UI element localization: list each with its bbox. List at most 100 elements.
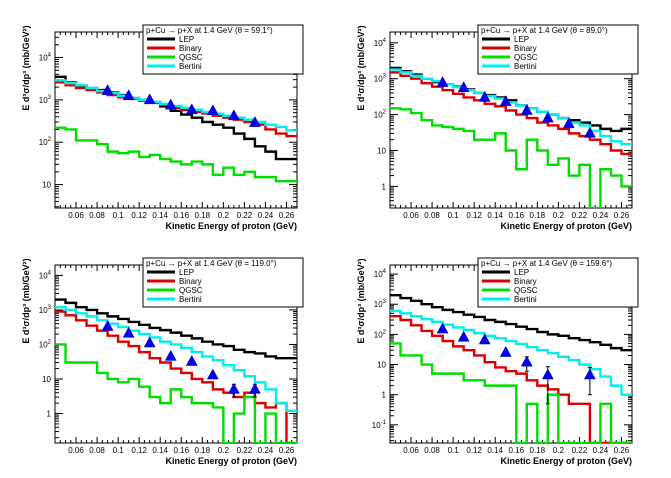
y-tick-label: 10 [377,361,386,370]
x-tick-label: 0.26 [614,446,630,455]
y-tick-label: 10 [42,375,51,384]
data-point [499,346,512,357]
x-tick-label: 0.14 [487,211,503,220]
legend-entry-binary: Binary [514,277,537,286]
legend-entry-binary: Binary [179,277,202,286]
x-tick-label: 0.24 [258,446,274,455]
x-tick-label: 0.26 [614,211,630,220]
data-point [478,333,491,345]
y-tick-label: 10 [377,146,386,155]
x-tick-label: 0.1 [113,211,125,220]
x-tick-label: 0.16 [173,446,189,455]
legend-entry-qgsc: QGSC [514,53,538,62]
series-group [55,75,297,183]
x-tick-label: 0.14 [152,446,168,455]
chart-panel-3: 0.06 0.08 0.1 0.12 0.14 0.16 0.18 0.2 0.22 0.24 0.… [21,257,304,466]
x-tick-label: 0.08 [89,211,105,220]
data-point [541,111,554,123]
legend: p+Cu → p+X at 1.4 GeV (θ = 119.0°)LEPBin… [142,257,304,308]
legend: p+Cu → p+X at 1.4 GeV (θ = 159.6°)LEPBin… [477,257,639,308]
data-point [206,104,219,116]
x-tick-label: 0.06 [68,211,84,220]
x-tick-label: 0.22 [237,211,253,220]
data-point [248,382,261,394]
legend-entry-bertini: Bertini [179,62,202,71]
legend: p+Cu → p+X at 1.4 GeV (θ = 89.0°)LEPBina… [477,24,639,75]
legend-entry-bertini: Bertini [179,295,202,304]
y-tick-label: 1 [47,410,52,419]
series-qgsc-line [55,343,297,443]
data-point [562,117,575,129]
x-axis-title: Kinetic Energy of proton (GeV) [500,456,632,466]
data-point [583,126,596,138]
x-tick-label: 0.06 [68,446,84,455]
series-binary-line [390,71,632,156]
series-binary-line [55,310,297,443]
legend-entry-lep: LEP [514,35,529,44]
y-axis: 10 102 103 104 [39,31,297,208]
chart-title: p+Cu → p+X at 1.4 GeV (θ = 89.0°) [481,26,608,35]
data-points [101,320,261,398]
y-tick-label: 104 [374,269,387,279]
data-point [101,320,114,331]
data-point [185,355,198,366]
legend-entry-lep: LEP [179,268,194,277]
x-tick-label: 0.24 [593,211,609,220]
y-tick-label: 103 [39,305,52,315]
series-qgsc-line [390,342,632,443]
series-qgsc-line [390,107,632,208]
chart-title: p+Cu → p+X at 1.4 GeV (θ = 59.1°) [146,26,273,35]
y-tick-label: 104 [374,38,387,48]
x-tick-label: 0.2 [553,211,565,220]
x-tick-label: 0.08 [424,211,440,220]
x-tick-label: 0.22 [237,446,253,455]
x-tick-label: 0.2 [218,211,230,220]
data-point [457,330,470,342]
x-tick-label: 0.12 [131,211,147,220]
x-tick-label: 0.2 [218,446,230,455]
x-tick-label: 0.2 [553,446,565,455]
series-bertini-line [55,305,297,412]
data-point [227,109,240,121]
y-tick-label: 1 [382,182,387,191]
x-tick-label: 0.14 [487,446,503,455]
legend-entry-lep: LEP [179,35,194,44]
data-point [499,95,512,106]
chart-title: p+Cu → p+X at 1.4 GeV (θ = 119.0°) [146,259,277,268]
series-group [55,298,297,443]
x-tick-label: 0.1 [448,446,460,455]
y-tick-label: 10-1 [372,420,387,430]
legend-entry-qgsc: QGSC [179,286,203,295]
data-point [164,98,177,110]
y-tick-label: 103 [374,299,387,309]
x-tick-label: 0.12 [466,446,482,455]
x-tick-label: 0.18 [530,446,546,455]
series-bertini-line [55,79,297,132]
data-point [436,322,449,334]
x-tick-label: 0.06 [403,211,419,220]
y-axis-title: E d³σ/dp³ (mb/GeV²) [356,258,366,343]
y-tick-label: 102 [39,339,52,349]
x-tick-label: 0.1 [448,211,460,220]
series-bertini-line [390,68,632,146]
data-point [101,84,114,95]
x-axis-title: Kinetic Energy of proton (GeV) [500,221,632,231]
y-tick-label: 104 [39,270,52,280]
series-group [390,66,632,208]
x-tick-label: 0.16 [173,211,189,220]
x-tick-label: 0.1 [113,446,125,455]
y-axis-title: E d³σ/dp³ (mb/GeV²) [21,25,31,110]
legend: p+Cu → p+X at 1.4 GeV (θ = 59.1°)LEPBina… [142,24,304,75]
legend-entry-qgsc: QGSC [179,53,203,62]
data-points [101,84,261,127]
series-lep-line [55,298,297,360]
y-axis-title: E d³σ/dp³ (mb/GeV²) [21,258,31,343]
x-axis: 0.06 0.08 0.1 0.12 0.14 0.16 0.18 0.2 0.22 0.24 0.… [59,32,298,220]
x-tick-label: 0.26 [279,446,295,455]
series-group [390,293,632,443]
data-points [436,76,596,138]
legend-entry-bertini: Bertini [514,62,537,71]
x-tick-label: 0.16 [508,211,524,220]
series-lep-line [390,66,632,133]
